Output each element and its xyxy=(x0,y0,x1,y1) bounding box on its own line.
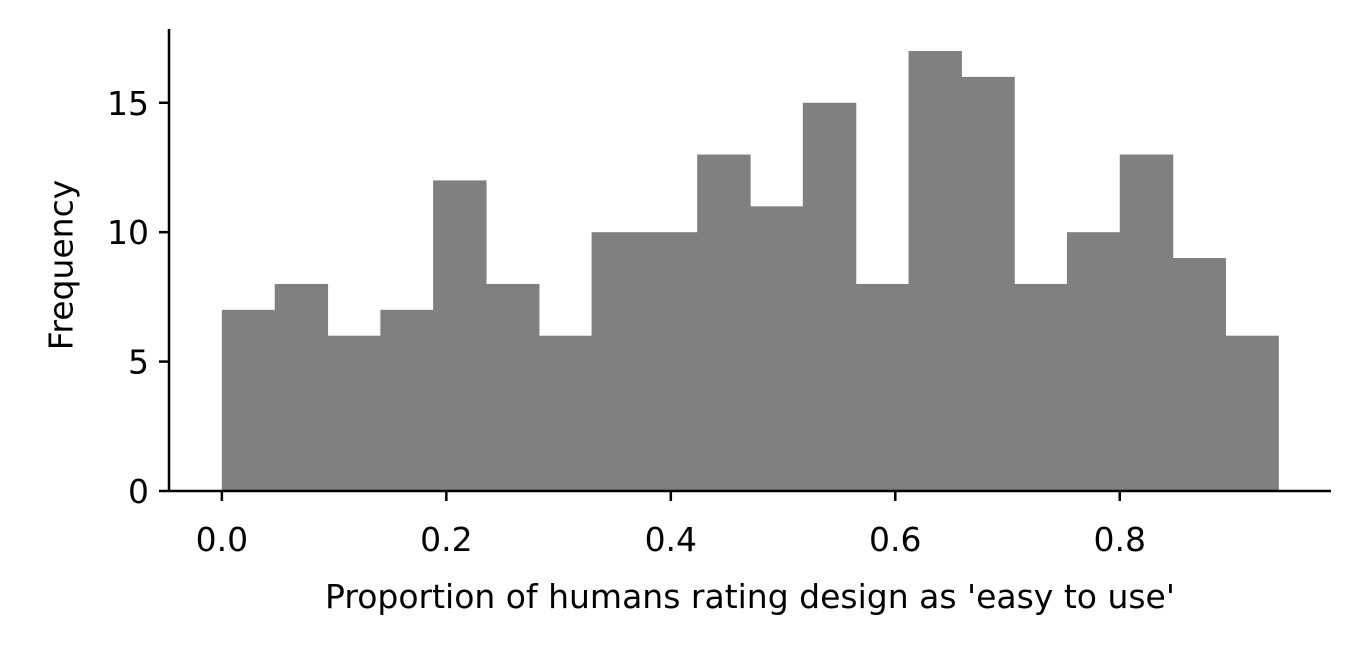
x-axis-label: Proportion of humans rating design as 'e… xyxy=(325,577,1175,616)
y-tick-label: 15 xyxy=(107,84,149,123)
histogram-bar xyxy=(697,154,751,491)
histogram-bar xyxy=(1225,335,1279,491)
histogram-bar xyxy=(750,206,804,491)
x-tick-label: 0.6 xyxy=(869,520,921,559)
y-tick-label: 10 xyxy=(107,213,149,252)
x-tick-label: 0.2 xyxy=(420,520,472,559)
x-tick-label: 0.0 xyxy=(196,520,248,559)
histogram-bar xyxy=(221,309,276,491)
x-tick-label: 0.8 xyxy=(1094,520,1146,559)
histogram-bar xyxy=(274,283,329,491)
histogram-bar xyxy=(1066,232,1121,492)
histogram-bar xyxy=(802,102,857,491)
histogram-bars xyxy=(221,51,1279,492)
histogram-bar xyxy=(1172,258,1226,491)
axis-ticks: 0.0 0.2 0.4 0.6 0.8 0 5 10 15 xyxy=(107,84,1146,559)
histogram-bar xyxy=(855,283,910,491)
histogram-bar xyxy=(1119,154,1174,491)
histogram-bar xyxy=(380,309,434,491)
histogram-bar xyxy=(485,283,540,491)
histogram-bar xyxy=(538,335,593,491)
histogram-bar xyxy=(433,180,487,492)
histogram-bar xyxy=(961,76,1015,491)
x-tick-label: 0.4 xyxy=(645,520,697,559)
histogram-bar xyxy=(591,232,646,492)
histogram-bar xyxy=(1014,283,1068,491)
y-axis-label: Frequency xyxy=(42,180,81,350)
histogram-bar xyxy=(327,335,381,491)
y-tick-label: 5 xyxy=(128,343,149,382)
histogram-bar xyxy=(644,232,698,492)
y-tick-label: 0 xyxy=(128,472,149,511)
histogram-bar xyxy=(908,51,962,491)
